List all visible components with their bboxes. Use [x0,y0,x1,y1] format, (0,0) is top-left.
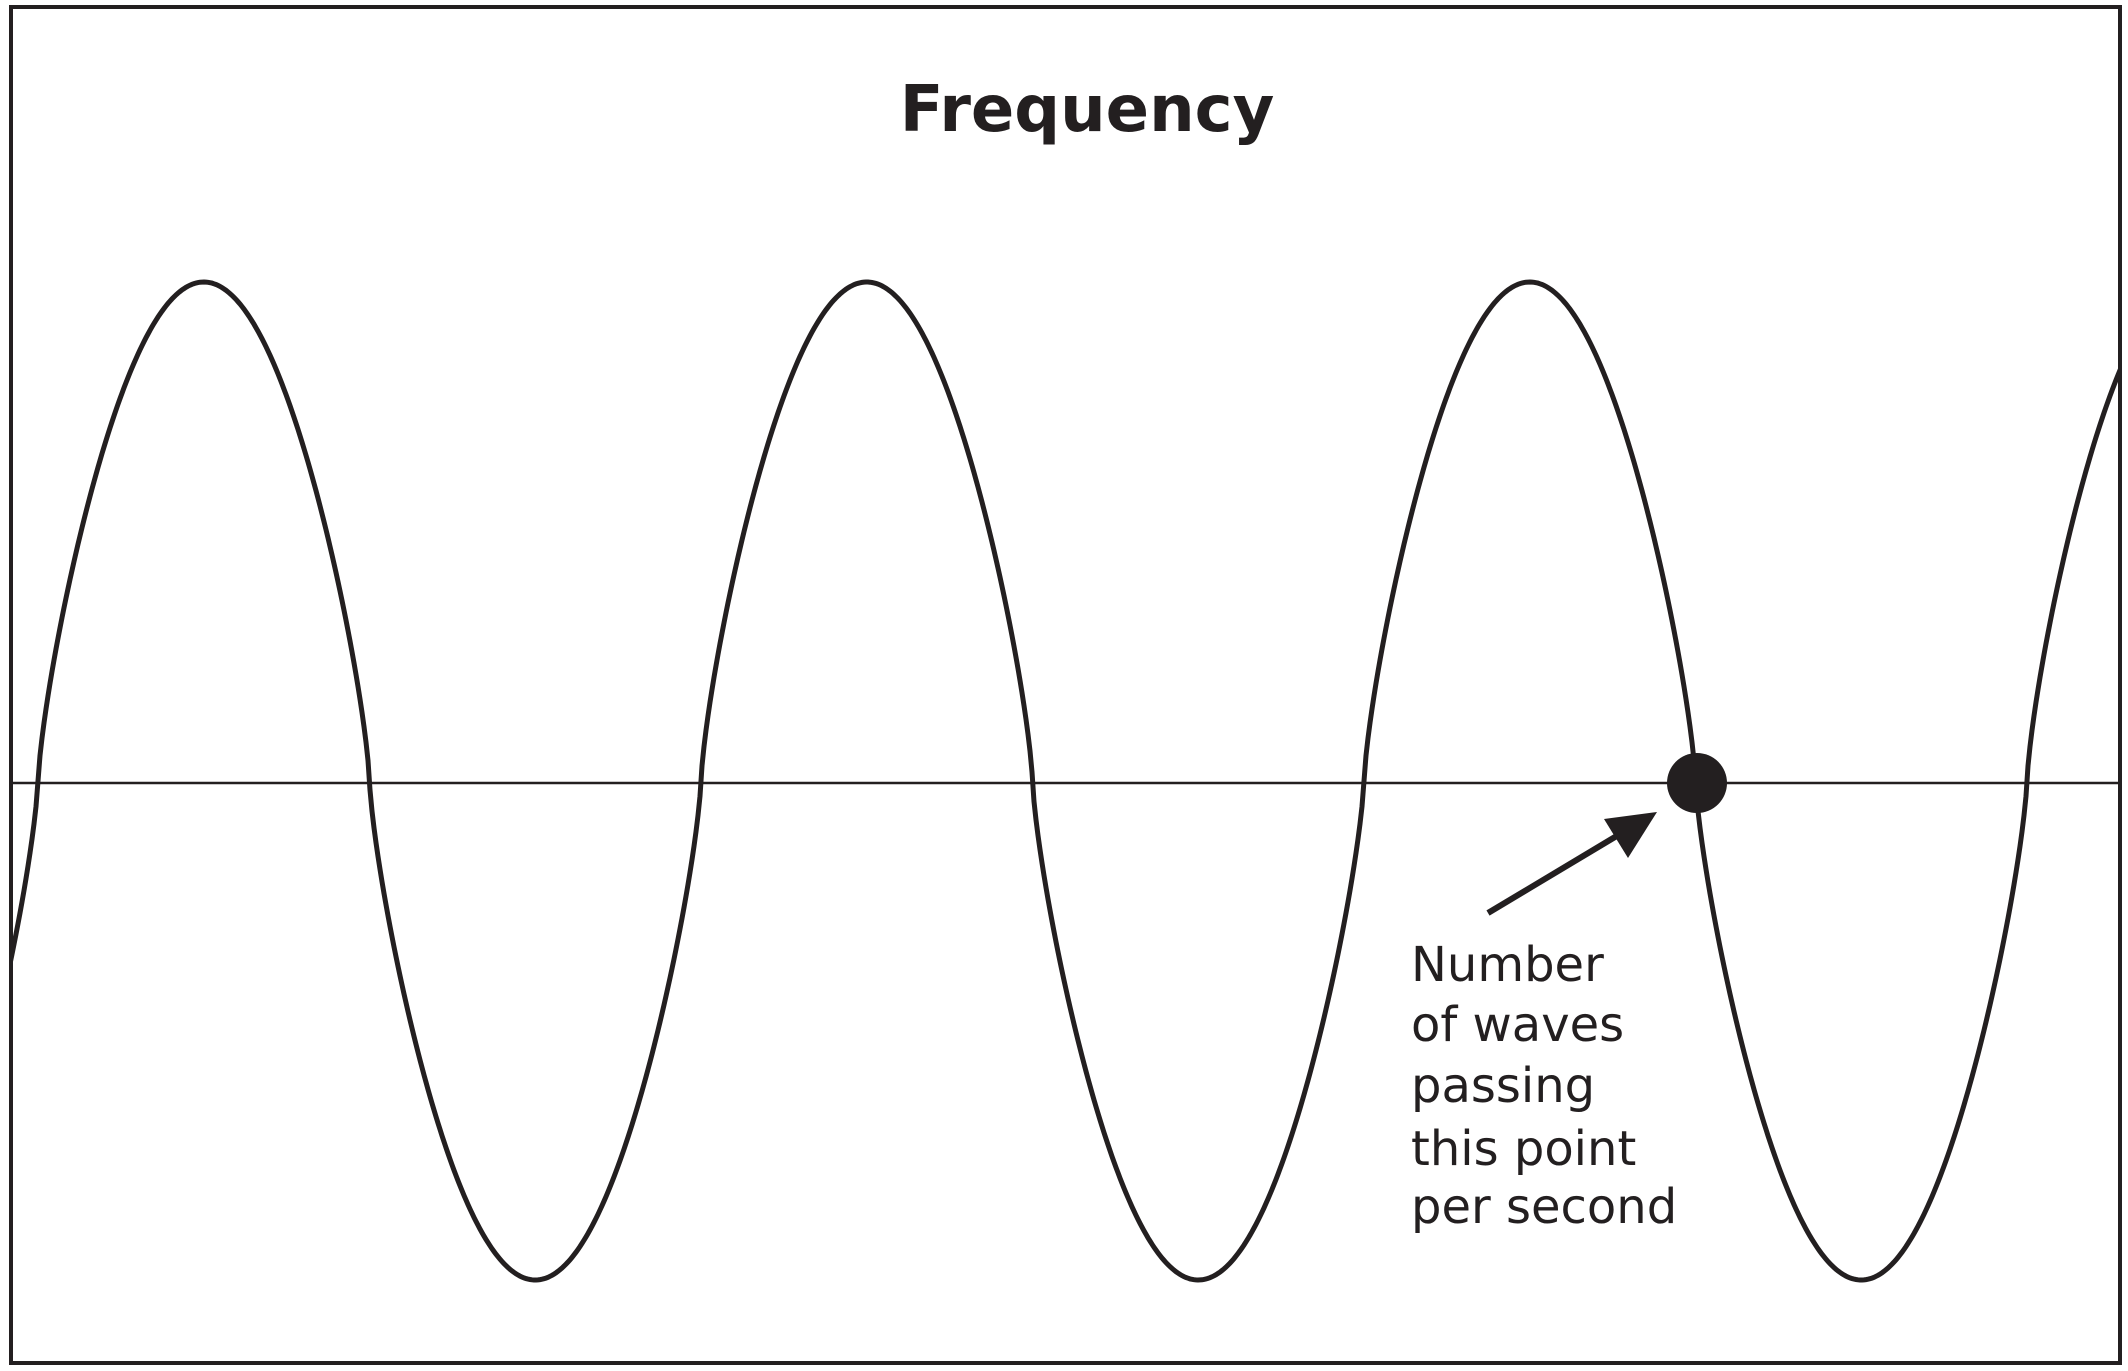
arrow-head [1604,812,1657,858]
annotation-line: passing [1411,1058,1595,1114]
frame [9,5,2122,1365]
annotation-line: Number [1411,937,1604,993]
annotation-line: of waves [1411,997,1624,1053]
arrow-shaft [1486,825,1632,916]
annotation-line: this point [1411,1121,1636,1177]
reference-point [1667,753,1727,813]
title: Frequency [900,73,1275,147]
annotation-line: per second [1411,1179,1677,1235]
wave [13,279,2118,1283]
